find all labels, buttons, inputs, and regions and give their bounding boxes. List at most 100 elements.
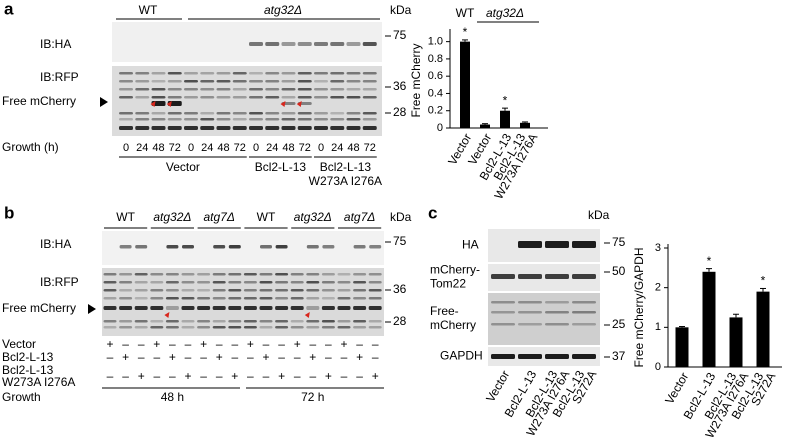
sign: +: [325, 369, 332, 383]
red-arrowhead: [164, 312, 170, 318]
timepoint: 48: [282, 142, 294, 154]
band: [184, 72, 198, 75]
band: [346, 72, 361, 75]
sign: –: [356, 369, 363, 383]
band: [249, 42, 263, 46]
band: [572, 301, 596, 304]
band: [337, 297, 351, 300]
band: [260, 245, 272, 249]
band: [216, 112, 231, 115]
y-axis-label: Free mCherry/GAPDH: [632, 247, 646, 367]
band: [232, 80, 247, 83]
y-tick-label: 0: [437, 122, 443, 134]
band: [545, 274, 569, 279]
blot: [102, 231, 384, 265]
band: [103, 281, 117, 284]
band: [134, 320, 148, 323]
band: [212, 281, 226, 284]
band: [337, 306, 351, 310]
band: [368, 297, 382, 300]
band: [232, 112, 247, 115]
sign: +: [138, 369, 145, 383]
band: [212, 289, 226, 292]
kda-label: kDa: [390, 210, 412, 224]
kda-marker: 50: [612, 264, 626, 278]
panel-label: b: [4, 203, 14, 222]
band: [216, 118, 231, 121]
band: [545, 301, 569, 304]
y-tick-label: 3: [655, 242, 661, 254]
y-tick-label: 0.6: [428, 70, 443, 82]
band: [243, 281, 257, 284]
band: [151, 118, 166, 121]
band: [119, 281, 133, 284]
significance: *: [761, 274, 766, 288]
band: [314, 96, 328, 99]
timepoint: 24: [136, 142, 148, 154]
bar: [480, 124, 490, 128]
band: [491, 311, 515, 314]
bar: [460, 41, 470, 128]
band: [314, 112, 328, 115]
band: [135, 126, 150, 130]
sign: +: [231, 369, 238, 383]
band: [337, 320, 351, 323]
band: [259, 273, 273, 276]
band: [330, 112, 345, 115]
y-tick-label: 0.2: [428, 105, 443, 117]
timepoint: 48: [347, 142, 359, 154]
sign: –: [153, 350, 160, 364]
band: [232, 88, 247, 91]
panel-label: c: [428, 203, 437, 222]
band: [232, 72, 247, 75]
band: [297, 88, 312, 91]
group-label: WT: [456, 6, 475, 20]
kda-marker: 36: [393, 282, 407, 296]
sign: +: [356, 350, 363, 364]
y-tick-label: 1.0: [428, 36, 443, 48]
band: [259, 320, 273, 323]
band: [200, 96, 215, 99]
band: [362, 72, 377, 75]
pointer: [100, 97, 108, 107]
red-arrowhead: [296, 101, 302, 107]
blot-label: HA: [462, 238, 479, 252]
band: [362, 88, 377, 91]
band: [368, 281, 382, 284]
band: [314, 118, 328, 121]
band: [297, 80, 312, 83]
blot-label: Free-: [430, 304, 459, 318]
band: [134, 281, 148, 284]
band: [232, 118, 247, 121]
band: [368, 273, 382, 276]
sign: –: [294, 369, 301, 383]
band: [228, 326, 242, 329]
band: [197, 320, 211, 323]
sign: –: [153, 369, 160, 383]
sign: +: [200, 337, 207, 351]
band: [321, 320, 335, 323]
kda-marker: 75: [612, 235, 626, 249]
band: [228, 320, 242, 323]
band: [243, 320, 257, 323]
blot-label: IB:HA: [40, 237, 71, 251]
kda-marker: 25: [612, 317, 626, 331]
band: [228, 273, 242, 276]
band: [572, 311, 596, 314]
band: [491, 301, 515, 304]
growth-time: 48 h: [161, 390, 184, 404]
band: [545, 241, 569, 248]
band: [184, 118, 198, 121]
kda-marker: 28: [393, 314, 407, 328]
timepoint: 24: [331, 142, 343, 154]
bar: [520, 122, 530, 128]
sign: –: [325, 337, 332, 351]
band: [297, 72, 312, 75]
band: [197, 273, 211, 276]
sign: +: [372, 369, 379, 383]
band: [314, 126, 328, 130]
band: [119, 118, 133, 121]
sign: –: [309, 369, 316, 383]
band: [103, 289, 117, 292]
band: [362, 112, 377, 115]
